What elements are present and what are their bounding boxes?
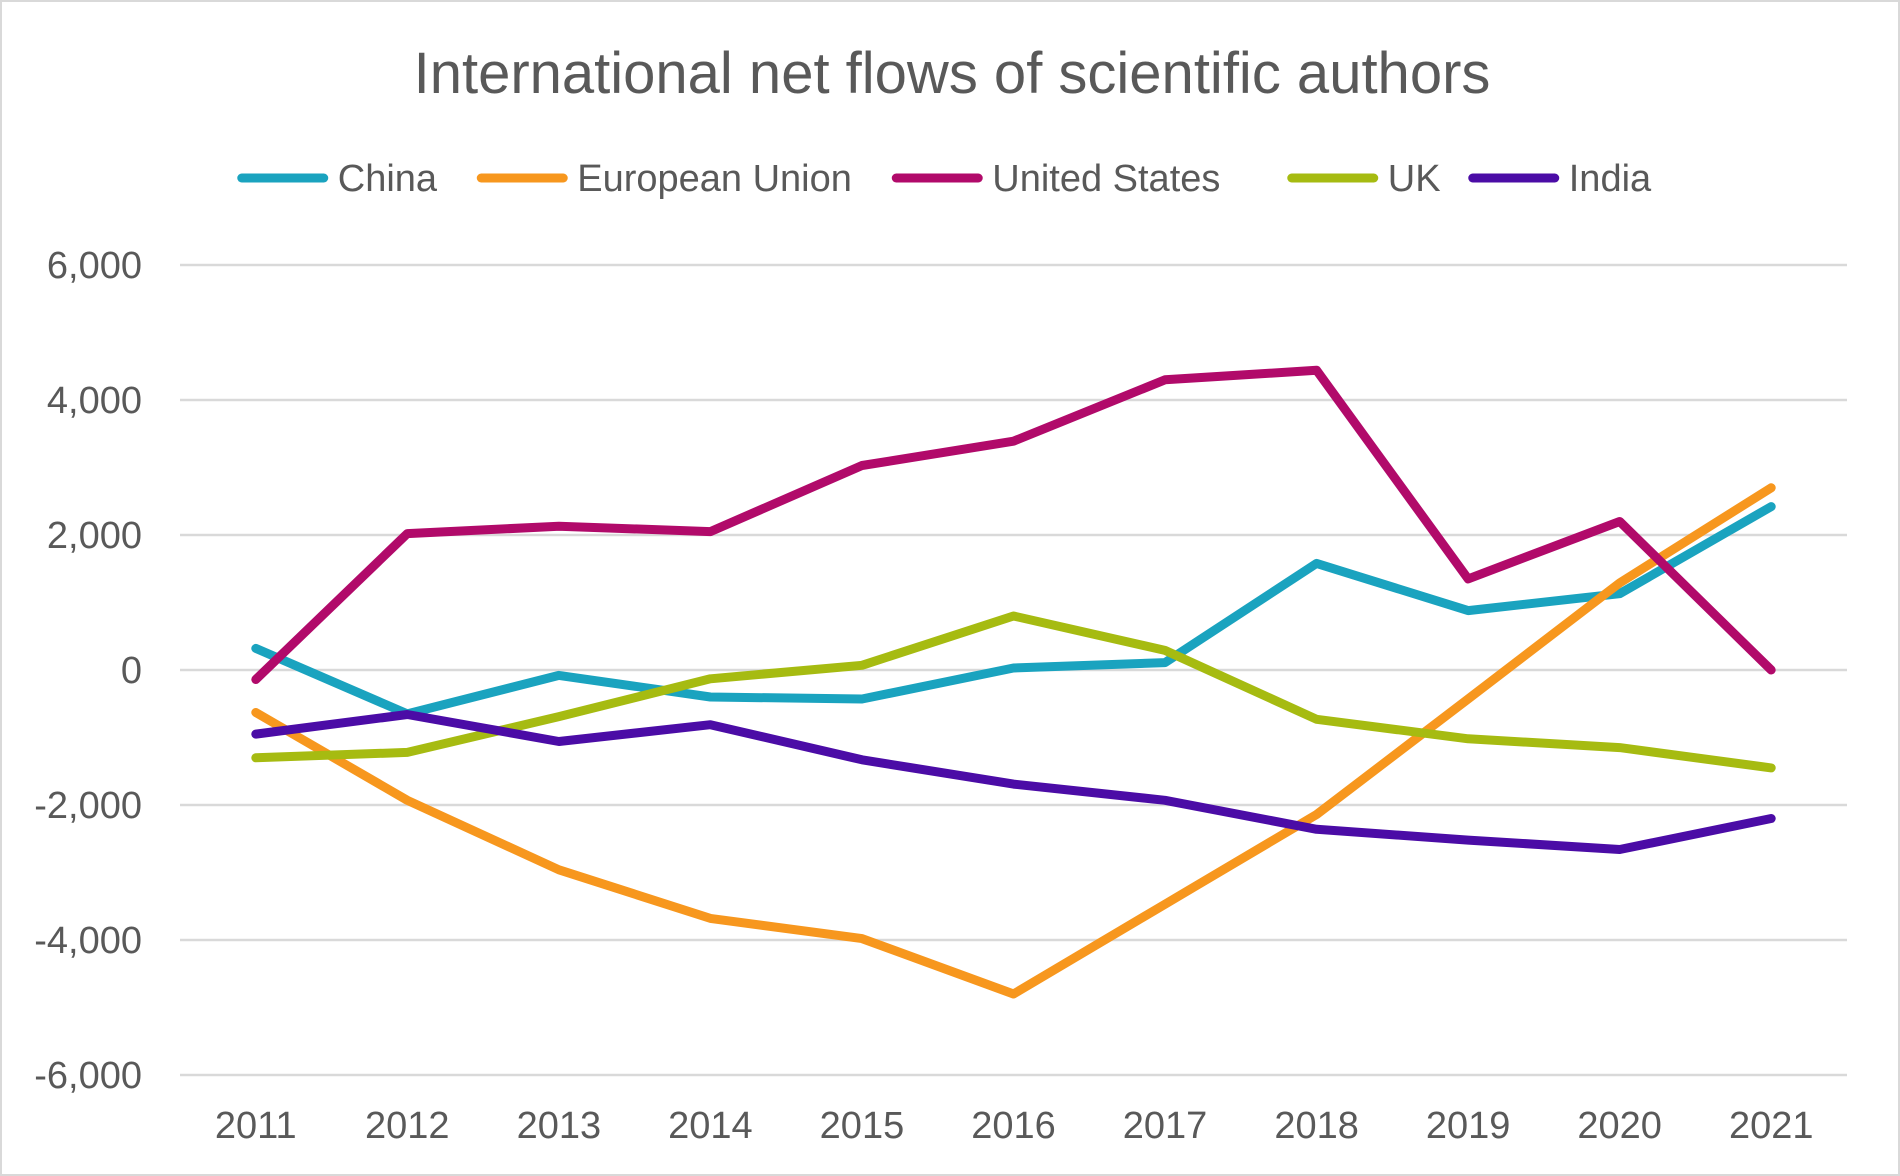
y-axis: 6,000 4,000 2,000 0 -2,000 -4,000 -6,000 (34, 245, 142, 1097)
x-tick-label: 2013 (517, 1105, 602, 1147)
x-tick-label: 2018 (1274, 1105, 1359, 1147)
y-tick-label: -6,000 (34, 1055, 142, 1097)
series-line-china (251, 502, 1776, 719)
legend-label: China (338, 158, 438, 200)
legend-item-uk: UK (1287, 158, 1441, 200)
x-tick-label: 2017 (1123, 1105, 1208, 1147)
legend-item-china: China (237, 158, 438, 200)
legend-label: European Union (577, 158, 852, 200)
series-line-european-union (251, 483, 1776, 999)
y-tick-label: -2,000 (34, 785, 142, 827)
y-tick-label: 4,000 (47, 380, 142, 422)
legend-item-european-union: European Union (476, 158, 852, 200)
series-line-india (251, 710, 1776, 854)
legend-item-india: India (1468, 158, 1652, 200)
legend-item-united-states: United States (891, 158, 1220, 200)
legend-label: India (1569, 158, 1652, 200)
x-tick-label: 2021 (1729, 1105, 1814, 1147)
series-group (251, 365, 1776, 999)
chart-title: International net flows of scientific au… (414, 41, 1491, 106)
x-tick-label: 2016 (971, 1105, 1056, 1147)
x-axis: 2011 2012 2013 2014 2015 2016 2017 2018 2019 2020… (215, 1105, 1814, 1147)
x-tick-label: 2011 (215, 1105, 297, 1147)
legend-label: United States (992, 158, 1220, 200)
x-tick-label: 2020 (1577, 1105, 1662, 1147)
x-tick-label: 2012 (365, 1105, 450, 1147)
y-tick-label: 0 (121, 650, 142, 692)
legend-label: UK (1388, 158, 1441, 200)
legend: China European Union United States UK India (237, 158, 1652, 200)
x-tick-label: 2015 (820, 1105, 905, 1147)
y-tick-label: 6,000 (47, 245, 142, 287)
series-line-united-states (251, 365, 1776, 684)
x-tick-label: 2014 (668, 1105, 753, 1147)
y-tick-label: 2,000 (47, 515, 142, 557)
y-tick-label: -4,000 (34, 920, 142, 962)
x-tick-label: 2019 (1426, 1105, 1511, 1147)
